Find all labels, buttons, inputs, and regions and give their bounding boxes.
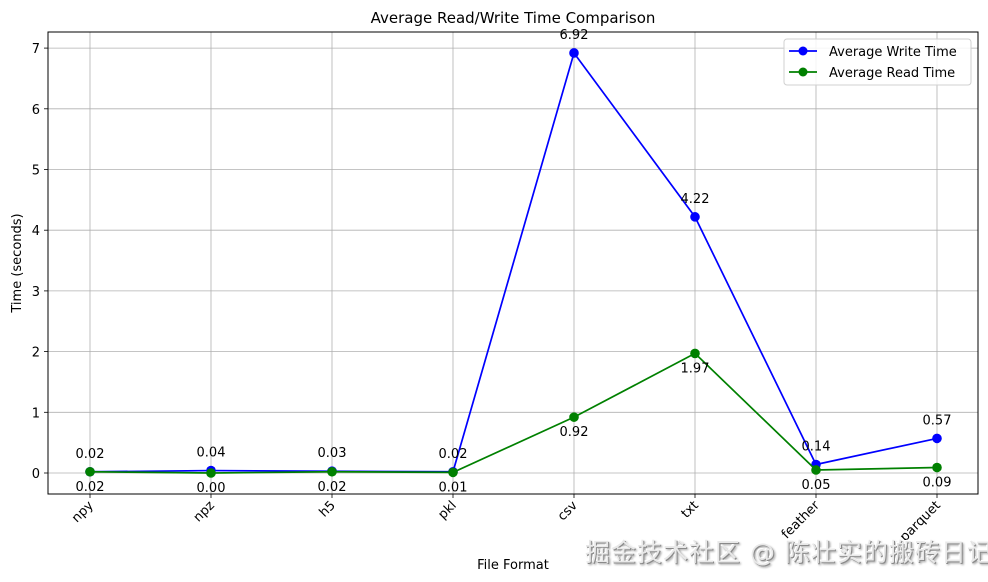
data-value-label: 0.57	[923, 413, 952, 428]
data-point-marker	[206, 468, 216, 478]
legend-item-write: Average Write Time	[789, 45, 957, 60]
y-tick-label: 5	[32, 164, 40, 179]
legend-marker-icon	[798, 46, 808, 56]
plot-frame	[47, 31, 979, 495]
data-labels: 0.02 0.04 0.03 0.02 6.92 4.22 0.14 0.57 0.02 0.00…	[76, 28, 952, 496]
x-tick-label: npz	[191, 498, 218, 525]
data-value-label: 0.04	[197, 446, 226, 461]
data-value-label: 0.03	[318, 446, 347, 461]
legend-label-write: Average Write Time	[829, 45, 957, 60]
data-value-label: 0.01	[439, 480, 468, 495]
data-value-label: 0.14	[802, 440, 831, 455]
y-tick-label: 4	[32, 224, 40, 239]
data-point-marker	[932, 433, 942, 444]
data-point-marker	[811, 465, 821, 475]
x-tick-label: h5	[317, 498, 339, 520]
data-value-label: 0.02	[76, 447, 105, 462]
data-value-label: 6.92	[560, 28, 589, 43]
watermark: 掘金技术社区 @ 陈壮实的搬砖日记	[585, 538, 988, 567]
y-tick-label: 7	[32, 42, 40, 57]
data-point-marker	[932, 462, 942, 473]
y-tick-label: 0	[32, 467, 40, 482]
data-point-marker	[327, 466, 337, 477]
data-point-marker	[690, 348, 700, 359]
grid-lines	[48, 32, 978, 494]
data-point-marker	[569, 48, 579, 58]
x-axis-label: File Format	[477, 558, 549, 573]
y-tick-label: 1	[32, 406, 40, 421]
y-tick-label: 3	[32, 285, 40, 300]
legend-label-read: Average Read Time	[829, 66, 955, 81]
x-tick-label: pkl	[435, 498, 459, 522]
x-tick-label: txt	[679, 498, 702, 521]
legend-marker-icon	[798, 67, 808, 77]
data-value-label: 0.02	[76, 480, 105, 495]
legend-box	[783, 38, 972, 86]
x-tick-label: csv	[555, 498, 581, 524]
data-point-marker	[690, 212, 700, 222]
y-tick-label: 2	[32, 346, 40, 361]
series-line	[89, 352, 938, 474]
data-value-label: 4.22	[681, 192, 710, 207]
y-axis-label: Time (seconds)	[10, 213, 25, 313]
data-value-label: 1.97	[681, 361, 710, 376]
legend: Average Write Time Average Read Time	[783, 38, 972, 86]
data-point-marker	[569, 412, 579, 422]
y-axis-ticks: 0 1 2 3 4 5 6 7	[32, 42, 48, 482]
chart-title: Average Read/Write Time Comparison	[371, 9, 656, 27]
data-value-label: 0.09	[923, 476, 952, 491]
x-tick-label: npy	[69, 498, 97, 526]
data-value-label: 0.02	[318, 480, 347, 495]
data-value-label: 0.00	[197, 481, 226, 496]
data-value-label: 0.05	[802, 478, 831, 493]
y-tick-label: 6	[32, 103, 40, 118]
data-value-label: 0.92	[560, 425, 589, 440]
legend-item-read: Average Read Time	[789, 66, 955, 81]
series-line	[89, 51, 938, 473]
data-series	[85, 48, 942, 478]
data-point-marker	[448, 467, 458, 478]
data-value-label: 0.02	[439, 447, 468, 462]
data-point-marker	[85, 466, 95, 477]
